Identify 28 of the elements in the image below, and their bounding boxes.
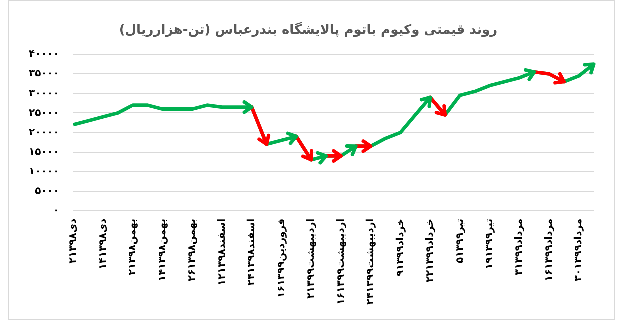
x-tick-label: ۲۴اسفند۱۳۹۸ bbox=[246, 218, 258, 286]
x-tick-label: ۵تیر۱۳۹۹ bbox=[454, 218, 466, 264]
x-tick-label: ۲۴اردیبهشت۱۳۹۹ bbox=[366, 218, 377, 306]
x-tick-label: ۲دی۱۳۹۸ bbox=[68, 218, 80, 264]
x-tick-label: ۲اردیبهشت۱۳۹۹ bbox=[306, 218, 318, 299]
x-tick-label: ۳مرداد۱۳۹۹ bbox=[514, 218, 526, 276]
chart-title: روند قیمتی وکیوم باتوم پالایشگاه بندرعباس (تن-هزارریال) bbox=[119, 22, 498, 38]
y-tick-label: ۲۵۰۰۰ bbox=[28, 108, 60, 119]
x-tick-label: ۱۴بهمن۱۳۹۸ bbox=[157, 218, 168, 282]
y-tick-label: ۳۵۰۰۰ bbox=[28, 68, 60, 80]
x-tick-label: ۱۶اردیبهشت۱۳۹۹ bbox=[336, 218, 347, 306]
x-tick-label: ۲بهمن۱۳۹۸ bbox=[128, 218, 139, 276]
y-tick-label: ۵۰۰۰ bbox=[35, 186, 60, 197]
x-tick-label: ۱۴دی۱۳۹۸ bbox=[98, 218, 109, 270]
y-tick-label: ۳۰۰۰۰ bbox=[28, 88, 60, 100]
x-tick-label: ۱۲اسفند۱۳۹۸ bbox=[216, 218, 228, 286]
x-tick-label: ۲۶بهمن۱۳۹۸ bbox=[187, 218, 198, 282]
x-tick-label: ۳۰مرداد۱۳۹۹ bbox=[574, 218, 585, 282]
x-tick-label: ۱۶فروردین۱۳۹۹ bbox=[276, 218, 288, 298]
y-tick-label: ۱۰۰۰۰ bbox=[28, 166, 60, 178]
x-tick-label: ۱۹تیر۱۳۹۹ bbox=[484, 218, 496, 270]
y-tick-label: ۱۵۰۰۰ bbox=[28, 146, 60, 158]
x-tick-label: ۱۶مرداد۱۳۹۹ bbox=[544, 218, 555, 282]
y-tick-label: ۲۰۰۰۰ bbox=[28, 127, 60, 138]
y-tick-label: ۰ bbox=[53, 205, 60, 216]
x-tick-label: ۲۲خرداد۱۳۹۹ bbox=[425, 218, 436, 283]
y-tick-label: ۴۰۰۰۰ bbox=[28, 49, 60, 60]
x-tick-label: ۹خرداد۱۳۹۹ bbox=[395, 218, 406, 277]
